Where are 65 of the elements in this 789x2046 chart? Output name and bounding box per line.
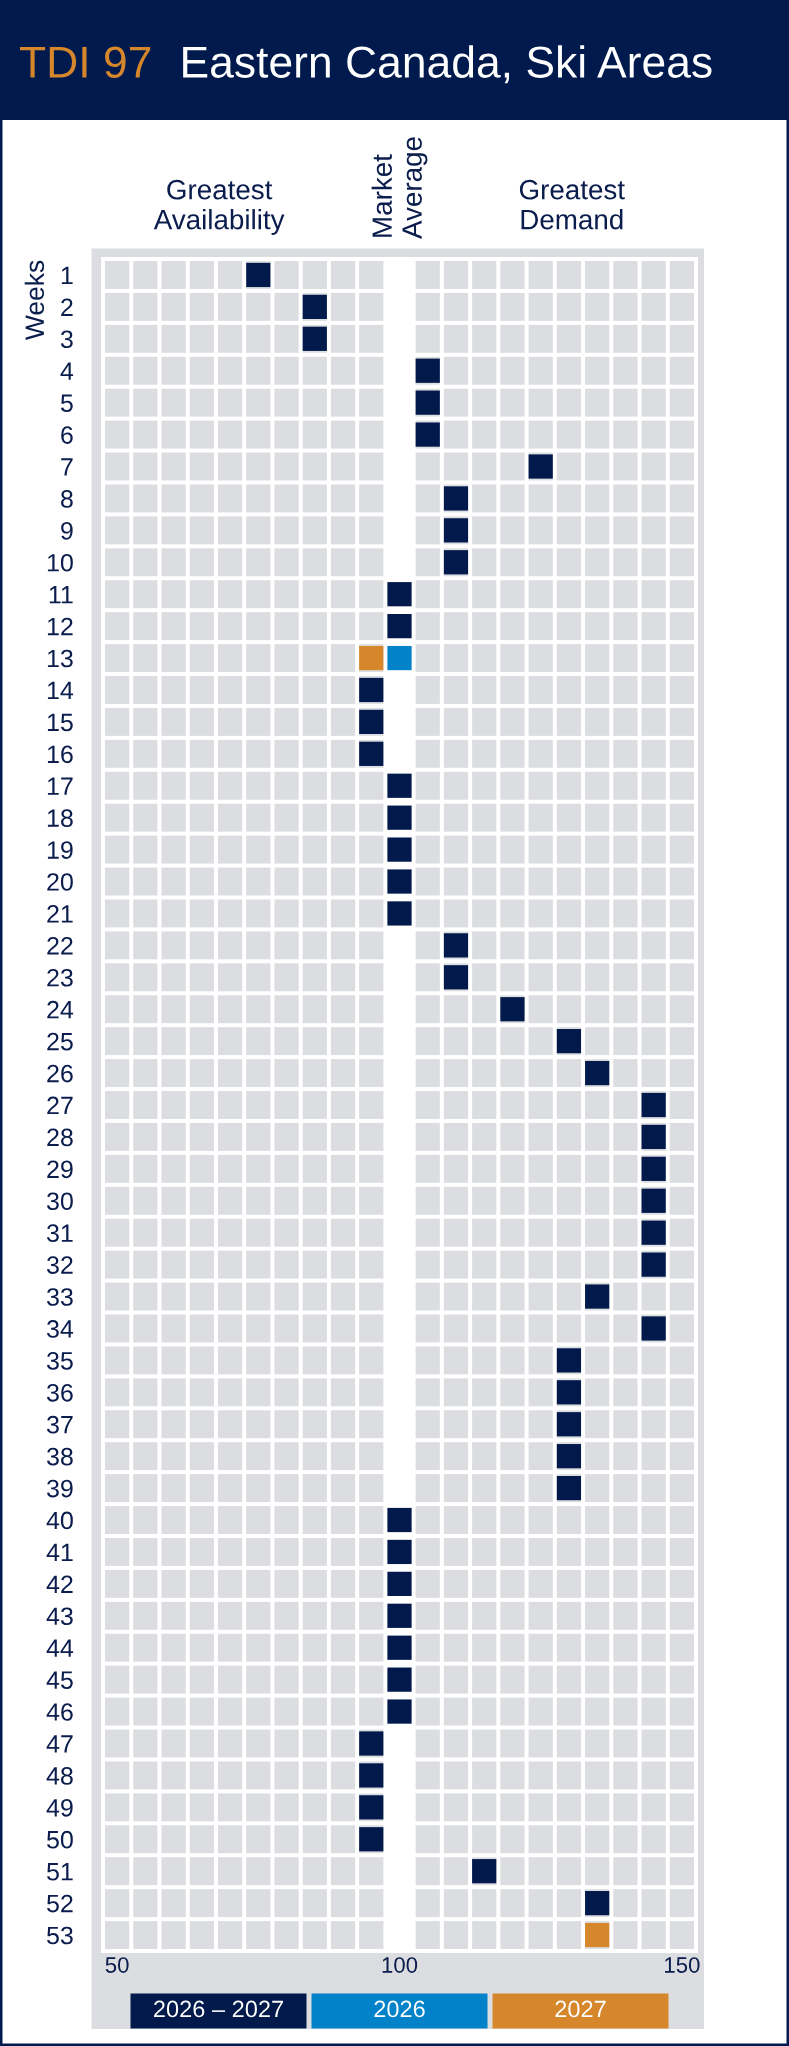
text: Market Average bbox=[371, 137, 428, 239]
y-tick-label: 37 bbox=[46, 1415, 73, 1434]
y-tick-label: 2 bbox=[61, 298, 73, 316]
y-tick-label: 47 bbox=[46, 1735, 73, 1753]
y-tick-label: 8 bbox=[61, 490, 73, 508]
y-tick-label: 3 bbox=[60, 330, 73, 349]
y-tick-label: 22 bbox=[47, 936, 73, 955]
y-tick-label: 38 bbox=[46, 1447, 73, 1466]
y-tick-label: 10 bbox=[47, 553, 73, 572]
y-tick-label: 53 bbox=[47, 1926, 73, 1945]
y-tick-label: 9 bbox=[61, 521, 73, 540]
text: 2026 – 2027 bbox=[154, 2000, 283, 2018]
y-tick-label: 43 bbox=[46, 1607, 73, 1626]
y-tick-label: 29 bbox=[47, 1160, 73, 1179]
y-tick-label: 11 bbox=[49, 586, 73, 604]
y-tick-label: 51 bbox=[47, 1863, 73, 1881]
x-tick-label: 50 bbox=[105, 1957, 129, 1973]
y-tick-label: 23 bbox=[47, 968, 73, 987]
y-tick-label: 42 bbox=[46, 1575, 73, 1593]
y-tick-label: 25 bbox=[47, 1032, 73, 1051]
y-tick-label: 34 bbox=[46, 1320, 74, 1338]
text: Greatest Demand bbox=[519, 179, 625, 230]
y-tick-label: 7 bbox=[61, 458, 73, 476]
y-tick-label: 49 bbox=[46, 1798, 73, 1817]
y-tick-label: 48 bbox=[46, 1767, 73, 1785]
x-tick-label: 100 bbox=[382, 1957, 418, 1973]
y-tick-label: 45 bbox=[46, 1671, 73, 1689]
y-tick-label: 39 bbox=[46, 1479, 73, 1498]
y-tick-label: 44 bbox=[46, 1639, 74, 1657]
y-tick-label: 31 bbox=[46, 1224, 73, 1242]
y-tick-label: 28 bbox=[47, 1128, 73, 1147]
y-tick-label: 4 bbox=[60, 362, 74, 380]
y-tick-label: 52 bbox=[47, 1894, 73, 1913]
y-tick-label: 21 bbox=[47, 905, 73, 923]
y-tick-label: 50 bbox=[47, 1830, 73, 1849]
chart-subtitle: Eastern Canada, Ski Areas bbox=[183, 45, 712, 84]
y-tick-label: 41 bbox=[46, 1543, 73, 1561]
y-tick-label: 20 bbox=[47, 873, 73, 891]
y-tick-label: 40 bbox=[46, 1511, 73, 1530]
y-tick-label: 15 bbox=[47, 713, 73, 732]
y-tick-label: 27 bbox=[47, 1096, 73, 1115]
y-tick-label: 13 bbox=[47, 649, 73, 668]
y-tick-label: 24 bbox=[47, 1000, 74, 1019]
y-tick-label: 16 bbox=[47, 745, 73, 764]
text: Greatest Availability bbox=[153, 179, 285, 235]
y-tick-label: 33 bbox=[46, 1288, 73, 1306]
y-tick-label: 32 bbox=[46, 1256, 73, 1274]
x-tick-label: 150 bbox=[665, 1957, 700, 1973]
y-tick-label: 30 bbox=[46, 1192, 73, 1211]
y-tick-label: 18 bbox=[47, 809, 73, 827]
y-tick-label: 17 bbox=[47, 777, 73, 795]
y-tick-label: 46 bbox=[46, 1703, 73, 1721]
y-tick-label: 19 bbox=[47, 841, 73, 859]
y-tick-label: 36 bbox=[46, 1383, 73, 1402]
chart-title: TDI 97 bbox=[20, 46, 151, 78]
y-tick-label: 6 bbox=[61, 426, 73, 444]
y-axis-title: Weeks bbox=[24, 260, 45, 340]
y-tick-label: 12 bbox=[47, 617, 73, 636]
y-tick-label: 35 bbox=[46, 1352, 73, 1370]
text: 2026 bbox=[374, 2000, 425, 2018]
y-tick-label: 14 bbox=[47, 681, 74, 700]
y-tick-label: 5 bbox=[60, 394, 73, 412]
y-tick-label: 1 bbox=[61, 266, 73, 285]
text: 2027 bbox=[555, 2000, 606, 2018]
y-tick-label: 26 bbox=[47, 1064, 73, 1083]
